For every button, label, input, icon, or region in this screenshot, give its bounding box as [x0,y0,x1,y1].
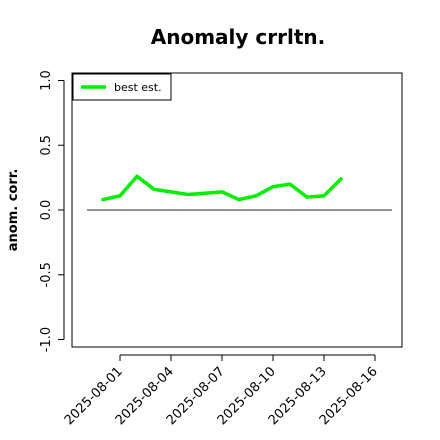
series-layer [101,174,343,202]
legend-label: best est. [114,81,162,94]
y-tick-label: 0.0 [39,200,54,221]
series-line [101,174,343,202]
y-axis-title: anom. corr. [6,169,21,252]
legend: best est. [72,73,172,101]
y-tick-label: -0.5 [39,262,54,287]
y-tick-label: -1.0 [39,327,54,352]
chart-title: Anomaly crrltn. [151,25,325,49]
plot-frame [71,72,403,348]
y-axis: -1.0 -0.5 0.0 0.5 1.0 [39,70,65,352]
y-tick-label: 0.5 [39,135,54,156]
y-tick-label: 1.0 [39,70,54,91]
